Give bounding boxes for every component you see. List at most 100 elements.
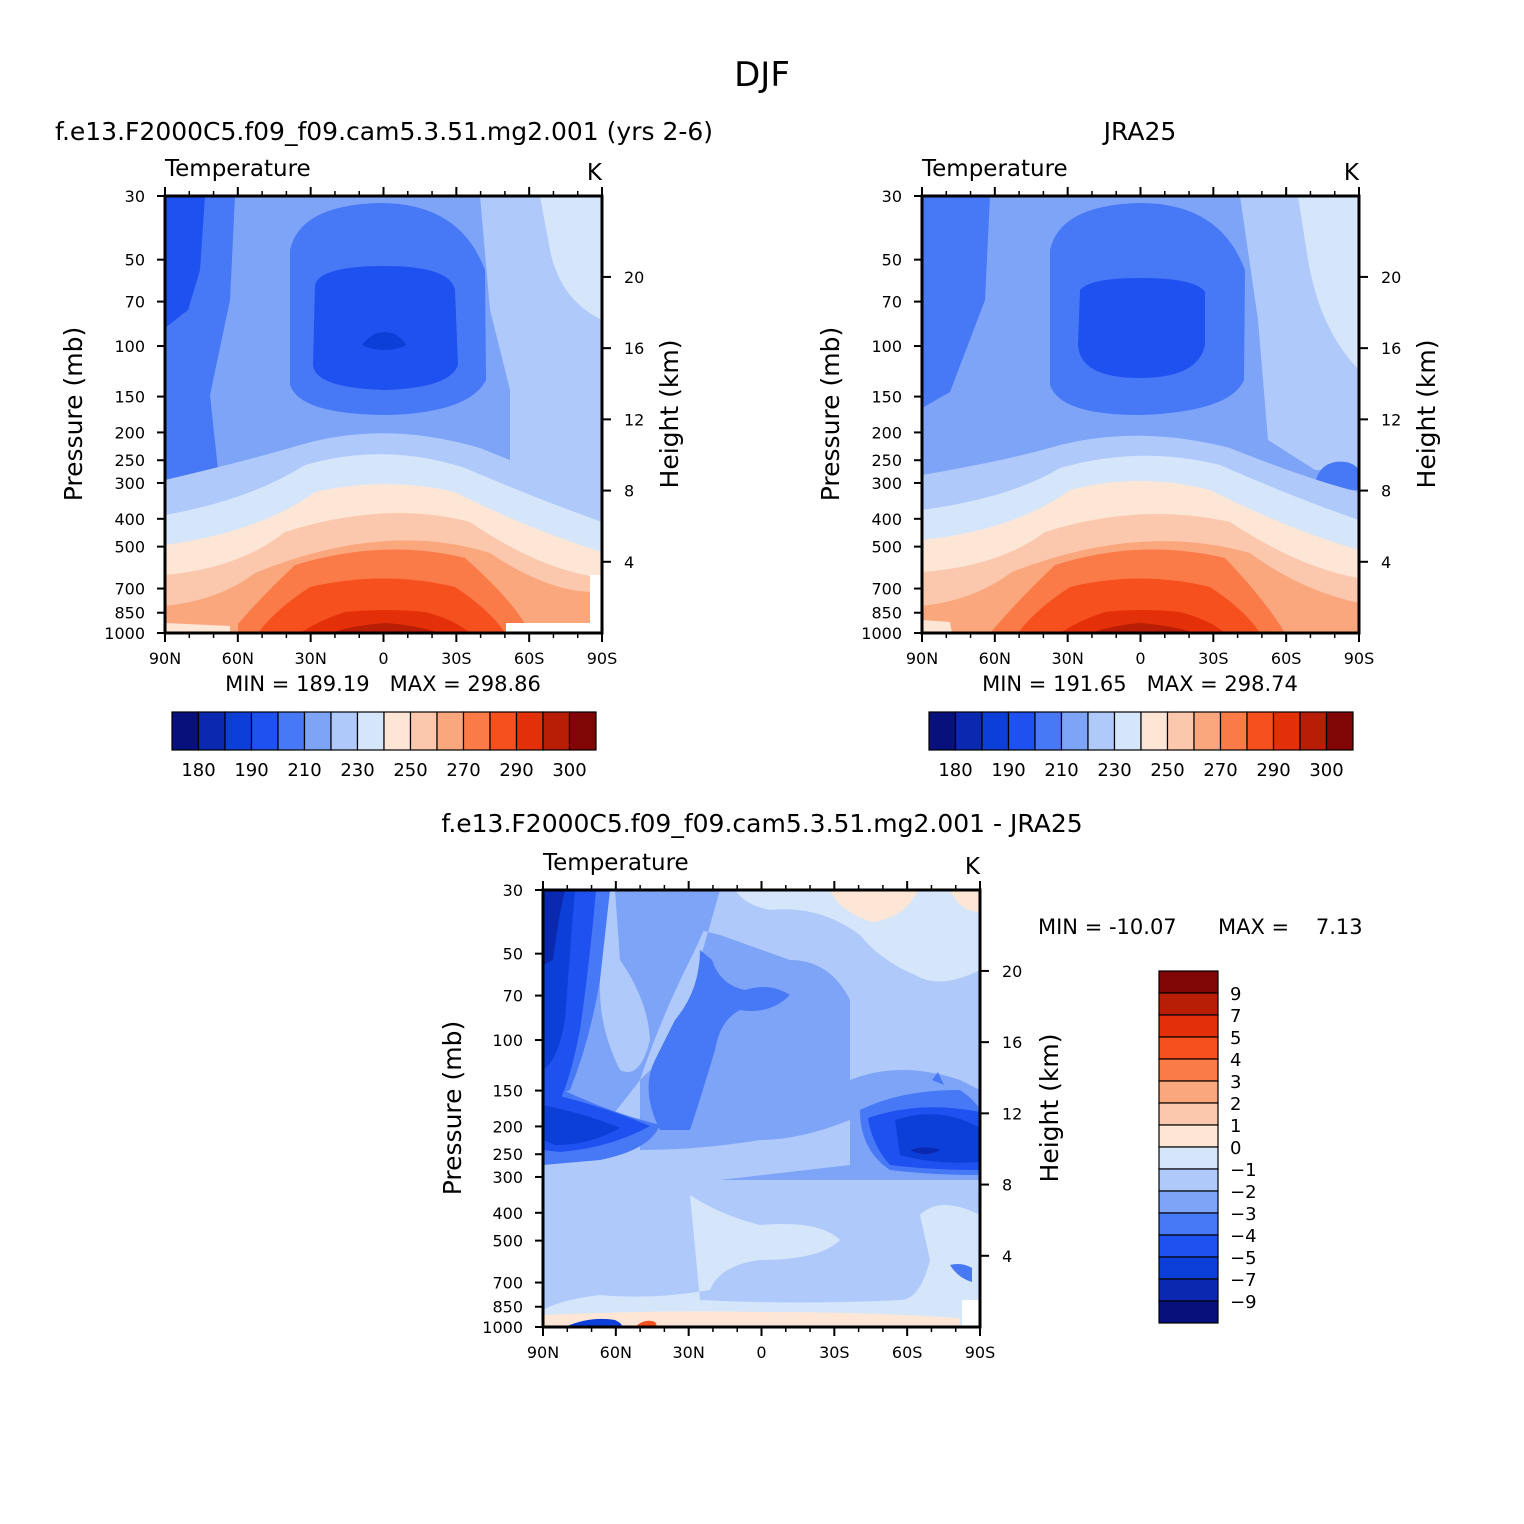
y-tick-label: 70: [503, 987, 523, 1006]
colorbar-label: 3: [1230, 1072, 1241, 1093]
colorbar-label: −2: [1230, 1182, 1257, 1203]
y-tick-label: 30: [503, 881, 523, 900]
colorbar-swatch: [277, 711, 306, 751]
colorbar-swatch: [409, 711, 438, 751]
y-tick-label: 250: [492, 1145, 523, 1164]
colorbar-swatch: [515, 711, 544, 751]
x-tick-label: 60S: [514, 649, 545, 668]
colorbar-label: 4: [1230, 1050, 1241, 1071]
colorbar-swatch: [1299, 711, 1328, 751]
panel-b-ylabel-right: Height (km): [1412, 340, 1441, 489]
y-tick-label: 300: [871, 474, 902, 493]
x-tick-label: 90S: [587, 649, 618, 668]
panel-c-variable: Temperature: [542, 850, 689, 876]
colorbar-swatch: [197, 711, 226, 751]
x-tick-label: 60S: [1271, 649, 1302, 668]
colorbar-label: 290: [1256, 760, 1290, 781]
colorbar-swatch: [1140, 711, 1169, 751]
y-tick-label: 30: [882, 187, 902, 206]
colorbar-swatch: [1325, 711, 1354, 751]
panel-b-axes: 305070100150200250300400500700850100090N…: [861, 187, 1401, 668]
y-right-tick-label: 8: [1381, 482, 1391, 501]
panel-b-stats: MIN = 191.65 MAX = 298.74: [982, 672, 1298, 696]
y-tick-label: 400: [114, 510, 145, 529]
colorbar-swatch: [330, 711, 359, 751]
y-tick-label: 400: [871, 510, 902, 529]
panel-a-title: f.e13.F2000C5.f09_f09.cam5.3.51.mg2.001 …: [55, 117, 713, 146]
y-tick-label: 50: [882, 251, 902, 270]
y-tick-label: 850: [114, 604, 145, 623]
x-tick-label: 90N: [149, 649, 181, 668]
x-tick-label: 30N: [1052, 649, 1084, 668]
y-tick-label: 300: [114, 474, 145, 493]
y-tick-label: 150: [114, 388, 145, 407]
y-tick-label: 500: [871, 538, 902, 557]
y-tick-label: 700: [871, 580, 902, 599]
colorbar-swatch: [542, 711, 571, 751]
colorbar-swatch: [1158, 1124, 1219, 1148]
x-tick-label: 90S: [965, 1343, 996, 1362]
y-tick-label: 700: [492, 1274, 523, 1293]
colorbar-swatch: [1113, 711, 1142, 751]
y-right-tick-label: 12: [624, 410, 644, 429]
panel-b-field: [922, 196, 1359, 633]
y-right-tick-label: 12: [1002, 1104, 1022, 1123]
colorbar-swatch: [928, 711, 957, 751]
colorbar-label: −9: [1230, 1292, 1257, 1313]
y-right-tick-label: 4: [624, 553, 634, 572]
colorbar-swatch: [1219, 711, 1248, 751]
y-tick-label: 400: [492, 1204, 523, 1223]
colorbar-swatch: [1193, 711, 1222, 751]
colorbar-swatch: [224, 711, 253, 751]
panel-a-axes: 305070100150200250300400500700850100090N…: [104, 187, 644, 668]
figure-title: DJF: [734, 55, 790, 95]
y-tick-label: 100: [114, 337, 145, 356]
x-tick-label: 90S: [1344, 649, 1375, 668]
colorbar-label: 230: [1097, 760, 1131, 781]
colorbar-swatch: [1158, 1278, 1219, 1302]
colorbar-swatch: [1007, 711, 1036, 751]
x-tick-label: 30N: [295, 649, 327, 668]
colorbar-swatch: [954, 711, 983, 751]
colorbar-swatch: [1158, 1190, 1219, 1214]
y-tick-label: 300: [492, 1168, 523, 1187]
y-tick-label: 200: [114, 423, 145, 442]
x-tick-label: 0: [756, 1343, 766, 1362]
panel-b-units: K: [1344, 160, 1360, 186]
colorbar-label: 5: [1230, 1028, 1241, 1049]
colorbar-label: 0: [1230, 1138, 1241, 1159]
y-tick-label: 200: [871, 423, 902, 442]
colorbar-swatch: [489, 711, 518, 751]
colorbar-swatch: [1034, 711, 1063, 751]
x-tick-label: 30N: [673, 1343, 705, 1362]
y-tick-label: 850: [871, 604, 902, 623]
colorbar-label: 250: [1150, 760, 1184, 781]
colorbar-swatch: [1158, 1102, 1219, 1126]
y-tick-label: 250: [114, 451, 145, 470]
colorbar-swatch: [1246, 711, 1275, 751]
panel-a-stats: MIN = 189.19 MAX = 298.86: [225, 672, 541, 696]
y-tick-label: 850: [492, 1298, 523, 1317]
panel-c-ylabel: Pressure (mb): [438, 1021, 467, 1195]
panel-c-title: f.e13.F2000C5.f09_f09.cam5.3.51.mg2.001 …: [441, 809, 1082, 838]
x-tick-label: 60N: [222, 649, 254, 668]
panel-b-ylabel: Pressure (mb): [816, 327, 845, 501]
colorbar-swatch: [1166, 711, 1195, 751]
y-tick-label: 50: [503, 945, 523, 964]
colorbar-swatch: [1158, 1146, 1219, 1170]
colorbar-swatch: [1158, 1168, 1219, 1192]
colorbar-swatch: [1060, 711, 1089, 751]
colorbar-label: −1: [1230, 1160, 1257, 1181]
colorbar-swatch: [1158, 1212, 1219, 1236]
colorbar-swatch: [1158, 1036, 1219, 1060]
colorbar-label: 270: [1203, 760, 1237, 781]
colorbar-label: 250: [393, 760, 427, 781]
colorbar-label: 210: [1044, 760, 1078, 781]
x-tick-label: 0: [1135, 649, 1145, 668]
colorbar-swatch: [1158, 1080, 1219, 1104]
x-tick-label: 0: [378, 649, 388, 668]
y-right-tick-label: 20: [1002, 962, 1022, 981]
colorbar-label: 7: [1230, 1006, 1241, 1027]
colorbar-label: 180: [181, 760, 215, 781]
x-tick-label: 90N: [906, 649, 938, 668]
